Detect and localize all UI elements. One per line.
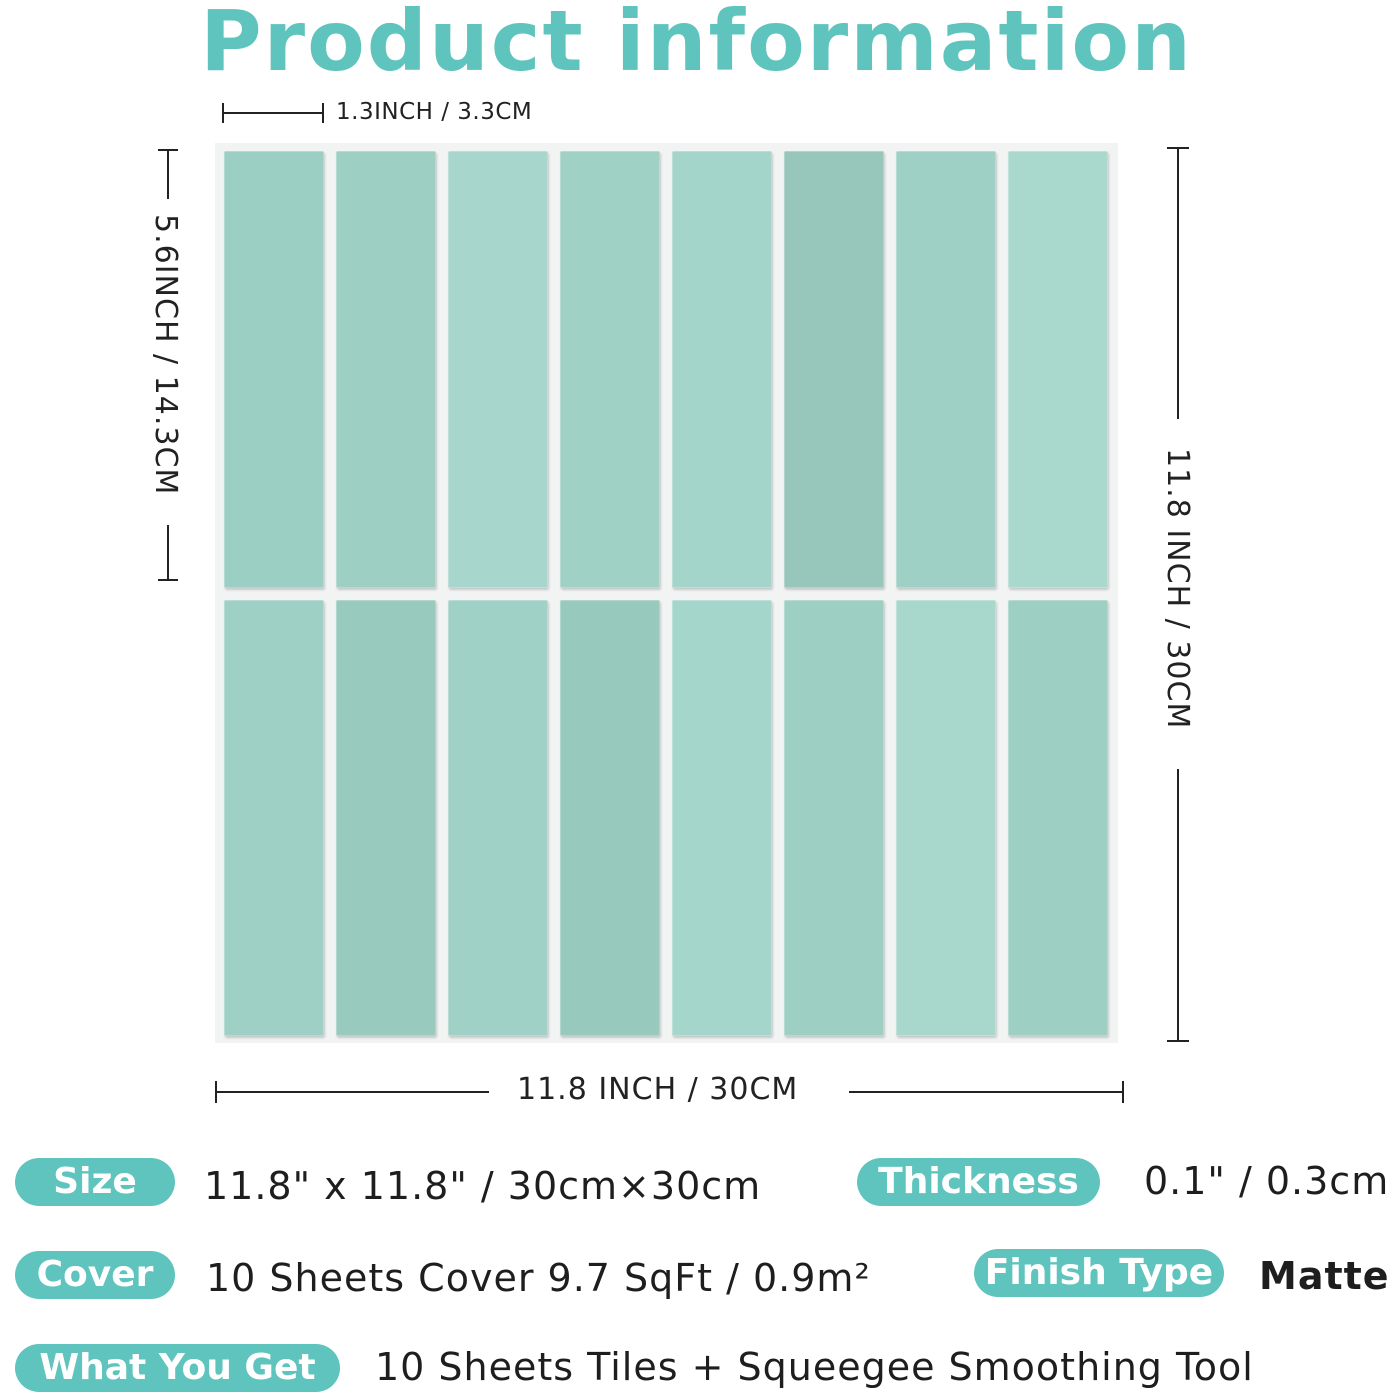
tile [1008,600,1108,1036]
what-you-get-badge: What You Get [15,1344,340,1392]
tile-height-tick-bottom [158,579,178,581]
sheet-height-label: 11.8 INCH / 30CM [1160,448,1195,730]
tile [448,151,548,588]
tile [224,600,324,1036]
sheet-width-label: 11.8 INCH / 30CM [517,1072,799,1107]
cover-badge: Cover [15,1251,175,1299]
tile [784,151,884,588]
thickness-badge: Thickness [857,1158,1100,1206]
cover-value: 10 Sheets Cover 9.7 SqFt / 0.9m² [206,1256,871,1300]
tile [1008,151,1108,588]
tile-width-label: 1.3INCH / 3.3CM [336,99,533,125]
tile [672,151,772,588]
sheet-width-line-left [215,1091,489,1093]
finish-type-badge: Finish Type [974,1249,1224,1297]
page-title: Product information [200,0,1193,90]
tile-width-tick-right [322,103,324,123]
size-badge: Size [15,1158,175,1206]
tile-height-label: 5.6INCH / 14.3CM [148,214,183,496]
tile-sheet [215,143,1118,1043]
tile [336,151,436,588]
what-you-get-value: 10 Sheets Tiles + Squeegee Smoothing Too… [375,1345,1254,1389]
tile [896,151,996,588]
finish-type-value: Matte [1259,1254,1390,1298]
tile [336,600,436,1036]
tile [896,600,996,1036]
tile [224,151,324,588]
sheet-width-line-right [849,1091,1124,1093]
tile [672,600,772,1036]
tile-width-line [222,112,324,114]
size-value: 11.8" x 11.8" / 30cm×30cm [204,1164,762,1208]
tile-height-line-top [167,149,169,199]
sheet-width-tick-right [1122,1081,1124,1103]
thickness-value: 0.1" / 0.3cm [1144,1159,1390,1203]
tile [784,600,884,1036]
tile [560,600,660,1036]
tile [448,600,548,1036]
sheet-height-line-top [1177,147,1179,419]
tile [560,151,660,588]
sheet-height-tick-bottom [1167,1040,1189,1042]
tile-height-line-bottom [167,525,169,581]
sheet-height-line-bottom [1177,769,1179,1041]
